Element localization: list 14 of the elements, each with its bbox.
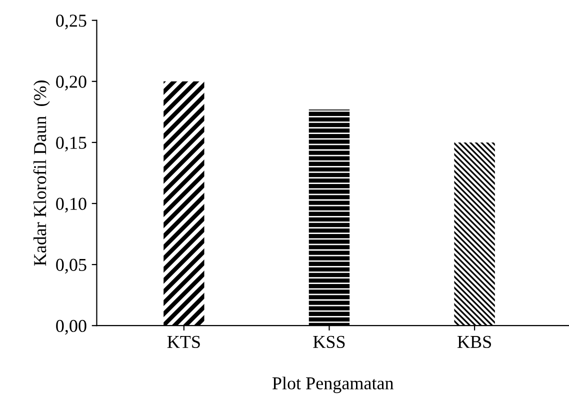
y-tick-label: 0,25 [56, 14, 86, 30]
x-axis-title: Plot Pengamatan [272, 376, 394, 394]
y-tick-label: 0,00 [56, 320, 86, 335]
x-tick-label: KTS [167, 336, 200, 348]
y-axis-title: Kadar Klorofil Daun (%) [33, 80, 50, 266]
y-tick-label: 0,20 [56, 76, 86, 90]
bar [164, 81, 204, 326]
bar [308, 109, 350, 326]
x-tick-label: KSS [313, 336, 345, 348]
y-tick-label: 0,05 [56, 258, 86, 274]
y-tick-label: 0,10 [56, 198, 86, 213]
bar [454, 142, 495, 326]
x-tick-label: KBS [458, 336, 491, 348]
y-tick-label: 0,15 [56, 136, 86, 152]
